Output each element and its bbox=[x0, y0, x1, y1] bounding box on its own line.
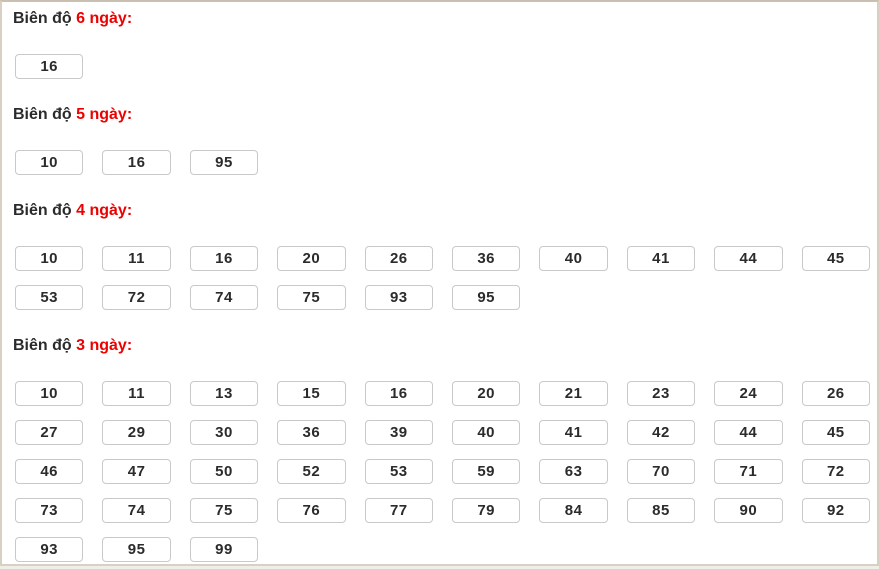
number-grid-4-days: 10 11 16 20 26 36 40 41 44 45 53 72 74 75 93 95 bbox=[15, 246, 870, 310]
section-title-highlight: 5 ngày: bbox=[76, 106, 133, 123]
number-cell: 53 bbox=[364, 459, 433, 484]
section-title-5-days: Biên độ 5 ngày: bbox=[13, 106, 870, 124]
section-title-prefix: Biên độ bbox=[13, 337, 72, 354]
amplitude-section-4-days: Biên độ 4 ngày: 10 11 16 20 26 36 40 41 44 45 53 72… bbox=[13, 202, 870, 310]
number-cell: 26 bbox=[364, 246, 433, 271]
number-cell: 53 bbox=[15, 285, 84, 310]
number-cell: 47 bbox=[102, 459, 171, 484]
number-cell: 59 bbox=[452, 459, 521, 484]
number-cell: 40 bbox=[452, 420, 521, 445]
number-grid-5-days: 10 16 95 bbox=[15, 150, 870, 175]
section-title-6-days: Biên độ 6 ngày: bbox=[13, 10, 870, 28]
number-cell: 44 bbox=[714, 246, 783, 271]
section-title-prefix: Biên độ bbox=[13, 202, 72, 219]
number-cell: 92 bbox=[801, 498, 870, 523]
number-cell: 16 bbox=[102, 150, 171, 175]
amplitude-section-5-days: Biên độ 5 ngày: 10 16 95 bbox=[13, 106, 870, 175]
number-cell: 26 bbox=[801, 381, 870, 406]
number-cell: 44 bbox=[714, 420, 783, 445]
section-title-highlight: 4 ngày: bbox=[76, 202, 133, 219]
number-cell: 85 bbox=[626, 498, 696, 523]
number-cell: 41 bbox=[539, 420, 608, 445]
number-cell: 90 bbox=[714, 498, 783, 523]
number-grid-6-days: 16 bbox=[15, 54, 870, 79]
amplitude-section-3-days: Biên độ 3 ngày: 10 11 13 15 16 20 21 23 24 26 27 29… bbox=[13, 337, 870, 562]
number-cell: 40 bbox=[539, 246, 608, 271]
number-cell: 77 bbox=[364, 498, 433, 523]
number-cell: 75 bbox=[277, 285, 346, 310]
section-title-prefix: Biên độ bbox=[13, 106, 72, 123]
section-title-highlight: 6 ngày: bbox=[76, 10, 133, 27]
number-cell: 46 bbox=[15, 459, 84, 484]
number-cell: 39 bbox=[364, 420, 433, 445]
number-cell: 16 bbox=[189, 246, 259, 271]
number-cell: 21 bbox=[539, 381, 608, 406]
number-cell: 45 bbox=[801, 420, 870, 445]
number-cell: 73 bbox=[15, 498, 84, 523]
number-cell: 24 bbox=[714, 381, 783, 406]
number-cell: 76 bbox=[277, 498, 346, 523]
number-cell: 42 bbox=[626, 420, 696, 445]
number-cell: 95 bbox=[102, 537, 171, 562]
number-cell: 99 bbox=[189, 537, 259, 562]
number-cell: 93 bbox=[364, 285, 433, 310]
number-cell: 72 bbox=[801, 459, 870, 484]
number-cell: 75 bbox=[189, 498, 259, 523]
amplitude-section-6-days: Biên độ 6 ngày: 16 bbox=[13, 10, 870, 79]
number-cell: 95 bbox=[452, 285, 521, 310]
number-cell: 72 bbox=[102, 285, 171, 310]
number-cell: 16 bbox=[364, 381, 433, 406]
number-cell: 36 bbox=[452, 246, 521, 271]
number-cell: 10 bbox=[15, 381, 84, 406]
number-cell: 71 bbox=[714, 459, 783, 484]
number-cell: 52 bbox=[277, 459, 346, 484]
number-cell: 95 bbox=[189, 150, 259, 175]
number-cell: 74 bbox=[189, 285, 259, 310]
number-cell: 74 bbox=[102, 498, 171, 523]
number-cell: 23 bbox=[626, 381, 696, 406]
number-cell: 16 bbox=[15, 54, 84, 79]
number-cell: 20 bbox=[452, 381, 521, 406]
number-cell: 79 bbox=[452, 498, 521, 523]
number-cell: 20 bbox=[277, 246, 346, 271]
number-cell: 29 bbox=[102, 420, 171, 445]
number-cell: 27 bbox=[15, 420, 84, 445]
number-cell: 93 bbox=[15, 537, 84, 562]
number-cell: 10 bbox=[15, 246, 84, 271]
number-cell: 36 bbox=[277, 420, 346, 445]
number-cell: 84 bbox=[539, 498, 608, 523]
number-cell: 30 bbox=[189, 420, 259, 445]
section-title-3-days: Biên độ 3 ngày: bbox=[13, 337, 870, 355]
section-title-prefix: Biên độ bbox=[13, 10, 72, 27]
number-cell: 13 bbox=[189, 381, 259, 406]
number-cell: 50 bbox=[189, 459, 259, 484]
number-grid-3-days: 10 11 13 15 16 20 21 23 24 26 27 29 30 36 39 40 41 42 44 45… bbox=[15, 381, 870, 562]
number-cell: 45 bbox=[801, 246, 870, 271]
section-title-highlight: 3 ngày: bbox=[76, 337, 133, 354]
number-cell: 63 bbox=[539, 459, 608, 484]
section-title-4-days: Biên độ 4 ngày: bbox=[13, 202, 870, 220]
number-cell: 41 bbox=[626, 246, 696, 271]
number-cell: 11 bbox=[102, 246, 171, 271]
number-cell: 11 bbox=[102, 381, 171, 406]
number-cell: 10 bbox=[15, 150, 84, 175]
number-cell: 70 bbox=[626, 459, 696, 484]
number-cell: 15 bbox=[277, 381, 346, 406]
bottom-strip bbox=[0, 566, 879, 569]
